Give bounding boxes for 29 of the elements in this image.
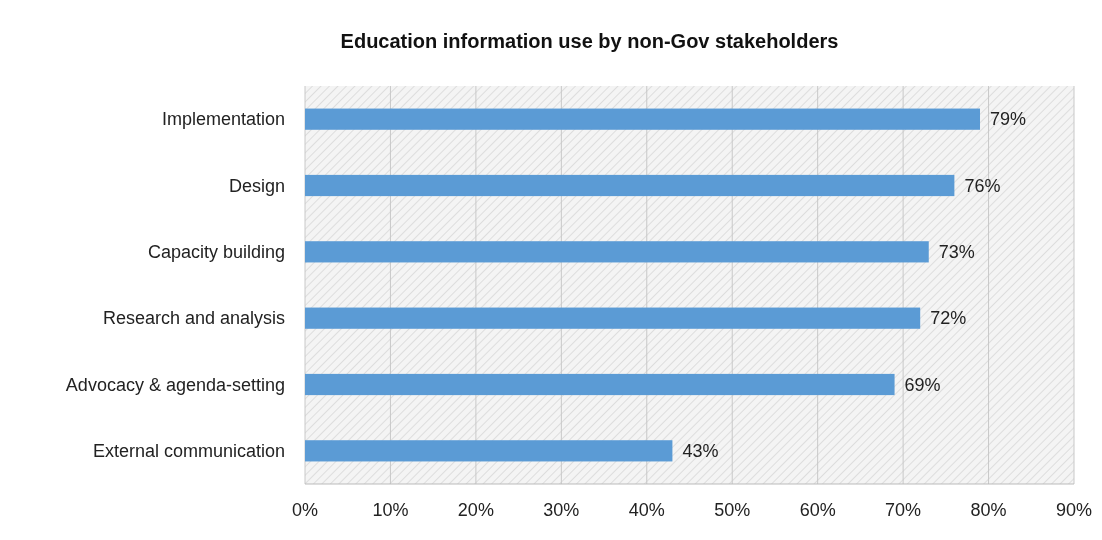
y-tick-label: Research and analysis (102, 308, 285, 329)
y-tick-label: Advocacy & agenda-setting (65, 374, 285, 395)
data-label: 43% (682, 441, 719, 462)
x-tick-label: 40% (628, 500, 665, 520)
chart-title: Education information use by non-Gov stakeholders (340, 30, 839, 52)
x-tick-label: 10% (372, 500, 409, 520)
x-tick-label: 90% (1055, 500, 1093, 520)
x-tick-label: 0% (291, 500, 319, 520)
x-tick-label: 20% (457, 500, 494, 520)
y-tick-label: Capacity building (147, 242, 285, 263)
x-tick-label: 70% (885, 500, 922, 520)
bar (305, 440, 673, 462)
data-label: 79% (990, 109, 1027, 130)
x-tick-label: 50% (714, 500, 751, 520)
x-tick-label: 30% (543, 500, 580, 520)
data-label: 72% (930, 308, 967, 329)
bar (305, 307, 921, 329)
x-tick-label: 80% (970, 500, 1007, 520)
bar (305, 241, 929, 263)
y-tick-label: Design (228, 175, 285, 196)
bar (305, 174, 955, 197)
x-tick-label: 60% (799, 500, 836, 520)
data-label: 76% (964, 175, 1001, 196)
bar (305, 373, 895, 396)
bar (305, 108, 981, 130)
data-label: 73% (938, 242, 975, 263)
y-tick-label: External communication (92, 441, 285, 462)
data-label: 69% (904, 374, 941, 395)
y-tick-label: Implementation (161, 109, 285, 130)
